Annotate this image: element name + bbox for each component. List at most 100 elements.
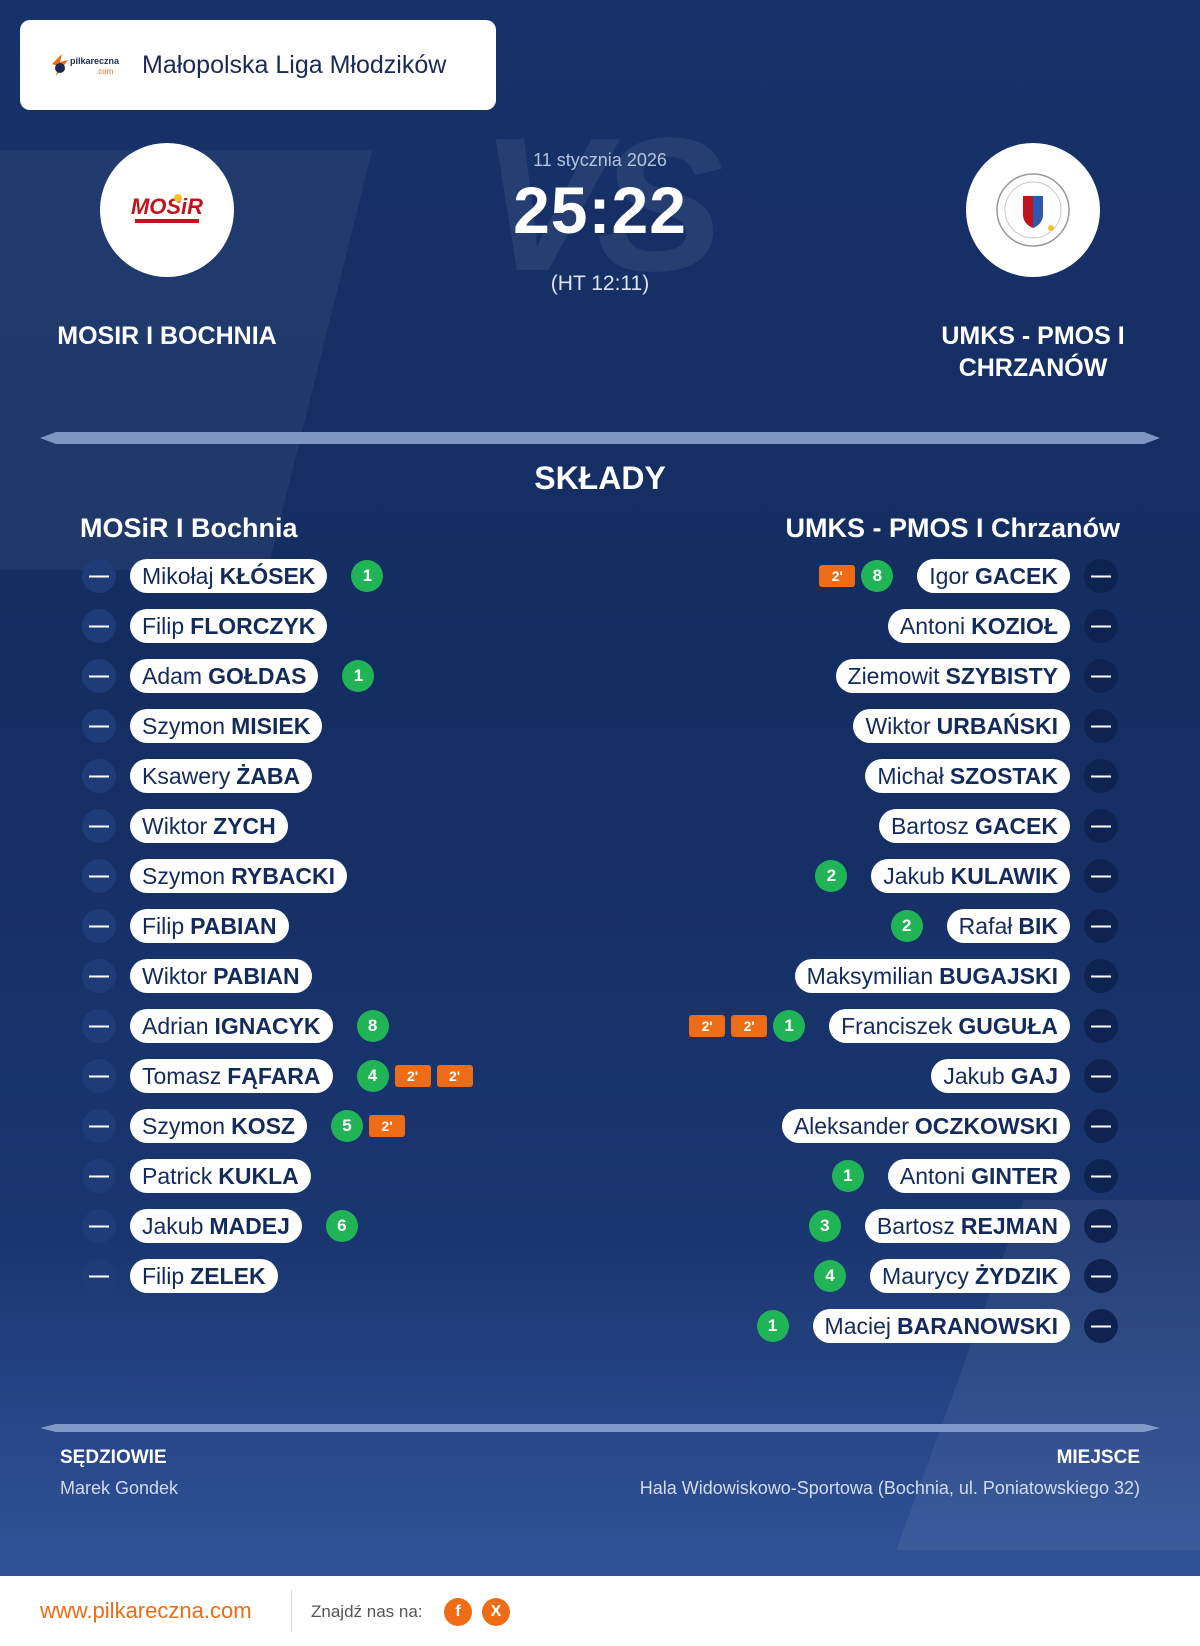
penalty-badge: 2' <box>436 1065 473 1087</box>
player-first-name: Jakub <box>883 862 945 889</box>
player-last-name: KOZIOŁ <box>971 612 1058 639</box>
referees-value: Marek Gondek <box>60 1478 179 1498</box>
player-name: Filip FLORCZYK <box>130 609 328 643</box>
player-name: Michał SZOSTAK <box>865 759 1070 793</box>
jersey-number: — <box>82 759 116 793</box>
player-row: — Ksawery ŻABA <box>82 759 313 793</box>
jersey-number: — <box>82 559 116 593</box>
jersey-number: — <box>82 609 116 643</box>
player-last-name: PABIAN <box>190 912 277 939</box>
goals-badge: 8 <box>861 560 894 592</box>
player-first-name: Wiktor <box>142 962 208 989</box>
away-lineup-title: UMKS - PMOS I Chrzanów <box>785 513 1120 543</box>
bar-separator <box>291 1590 292 1632</box>
jersey-number: — <box>1084 859 1118 893</box>
player-row: — Szymon MISIEK <box>82 709 323 743</box>
halftime-score: (HT 12:11) <box>550 272 650 295</box>
player-row: — Mikołaj KŁÓSEK 1 <box>82 559 384 593</box>
player-name: Maksymilian BUGAJSKI <box>794 959 1070 993</box>
jersey-number: — <box>82 959 116 993</box>
player-name: Igor GACEK <box>917 559 1070 593</box>
jersey-number: — <box>82 859 116 893</box>
player-row: — Tomasz FĄFARA 4 2' 2' <box>82 1059 473 1093</box>
goals-badge: 1 <box>773 1010 806 1042</box>
jersey-number: — <box>1084 1159 1118 1193</box>
player-row: — Filip PABIAN <box>82 909 289 943</box>
player-first-name: Michał <box>877 762 944 789</box>
player-name: Rafał BIK <box>946 909 1070 943</box>
svg-text:MOSiR: MOSiR <box>131 194 203 219</box>
player-row: — Maciej BARANOWSKI 1 <box>756 1309 1118 1343</box>
pilkareczna-logo-icon: pilkareczna .com <box>48 50 120 80</box>
section-divider <box>40 432 1160 444</box>
player-row: — Wiktor PABIAN <box>82 959 312 993</box>
bottom-bar: www.pilkareczna.com Znajdź nas na: f X <box>0 1576 1200 1646</box>
player-row: — Filip FLORCZYK <box>82 609 328 643</box>
jersey-number: — <box>1084 709 1118 743</box>
player-last-name: RYBACKI <box>231 862 336 889</box>
player-first-name: Adrian <box>142 1012 209 1039</box>
player-name: Mikołaj KŁÓSEK <box>130 559 328 593</box>
player-name: Aleksander OCZKOWSKI <box>781 1109 1070 1143</box>
svg-text:.com: .com <box>96 67 114 76</box>
player-last-name: KULAWIK <box>950 862 1058 889</box>
jersey-number: — <box>1084 659 1118 693</box>
player-name: Filip ZELEK <box>130 1259 278 1293</box>
player-row: — Jakub KULAWIK 2 <box>815 859 1118 893</box>
player-last-name: ZYCH <box>213 812 276 839</box>
player-first-name: Adam <box>142 662 203 689</box>
player-first-name: Maurycy <box>882 1262 969 1289</box>
player-name: Maurycy ŻYDZIK <box>870 1259 1070 1293</box>
jersey-number: — <box>82 709 116 743</box>
player-last-name: FĄFARA <box>227 1062 321 1089</box>
jersey-number: — <box>1084 1309 1118 1343</box>
jersey-number: — <box>82 1259 116 1293</box>
website-link[interactable]: www.pilkareczna.com <box>40 1598 252 1623</box>
jersey-number: — <box>1084 759 1118 793</box>
player-last-name: ZELEK <box>190 1262 266 1289</box>
jersey-number: — <box>1084 1059 1118 1093</box>
goals-badge: 2 <box>890 910 923 942</box>
player-first-name: Filip <box>142 912 185 939</box>
player-row: — Aleksander OCZKOWSKI <box>781 1109 1118 1143</box>
player-name: Szymon MISIEK <box>130 709 323 743</box>
player-first-name: Filip <box>142 1262 185 1289</box>
player-name: Wiktor URBAŃSKI <box>853 709 1070 743</box>
jersey-number: — <box>82 659 116 693</box>
player-row: — Rafał BIK 2 <box>890 909 1118 943</box>
player-row: — Antoni KOZIOŁ <box>887 609 1118 643</box>
player-row: — Michał SZOSTAK <box>865 759 1118 793</box>
goals-badge: 4 <box>814 1260 847 1292</box>
league-header: pilkareczna .com Małopolska Liga Młodzik… <box>20 20 496 110</box>
player-first-name: Ksawery <box>142 762 231 789</box>
penalty-badge: 2' <box>819 565 856 587</box>
mosir-logo-icon: MOSiR <box>131 194 203 223</box>
jersey-number: — <box>82 1109 116 1143</box>
player-name: Wiktor PABIAN <box>130 959 312 993</box>
player-last-name: FLORCZYK <box>190 612 316 639</box>
player-name: Antoni GINTER <box>887 1159 1070 1193</box>
player-last-name: MADEJ <box>209 1212 290 1239</box>
player-first-name: Wiktor <box>865 712 931 739</box>
player-first-name: Jakub <box>943 1062 1005 1089</box>
player-row: — Jakub GAJ <box>931 1059 1118 1093</box>
player-last-name: KŁÓSEK <box>219 562 316 589</box>
goals-badge: 4 <box>356 1060 389 1092</box>
player-name: Antoni KOZIOŁ <box>887 609 1070 643</box>
player-name: Franciszek GUGUŁA <box>829 1009 1070 1043</box>
player-first-name: Ziemowit <box>847 662 940 689</box>
home-team-logo: MOSiR <box>100 143 234 277</box>
player-row: — Adam GOŁDAS 1 <box>82 659 375 693</box>
x-icon[interactable]: X <box>482 1598 510 1626</box>
away-team-name-line2: CHRZANÓW <box>958 354 1108 382</box>
jersey-number: — <box>1084 1209 1118 1243</box>
jersey-number: — <box>1084 909 1118 943</box>
goals-badge: 1 <box>342 660 375 692</box>
penalty-badge: 2' <box>689 1015 726 1037</box>
player-row: — Szymon RYBACKI <box>82 859 348 893</box>
away-team-logo <box>966 143 1100 277</box>
facebook-icon[interactable]: f <box>444 1598 472 1626</box>
goals-badge: 2 <box>815 860 848 892</box>
umks-crest-icon <box>996 173 1070 247</box>
jersey-number: — <box>1084 809 1118 843</box>
